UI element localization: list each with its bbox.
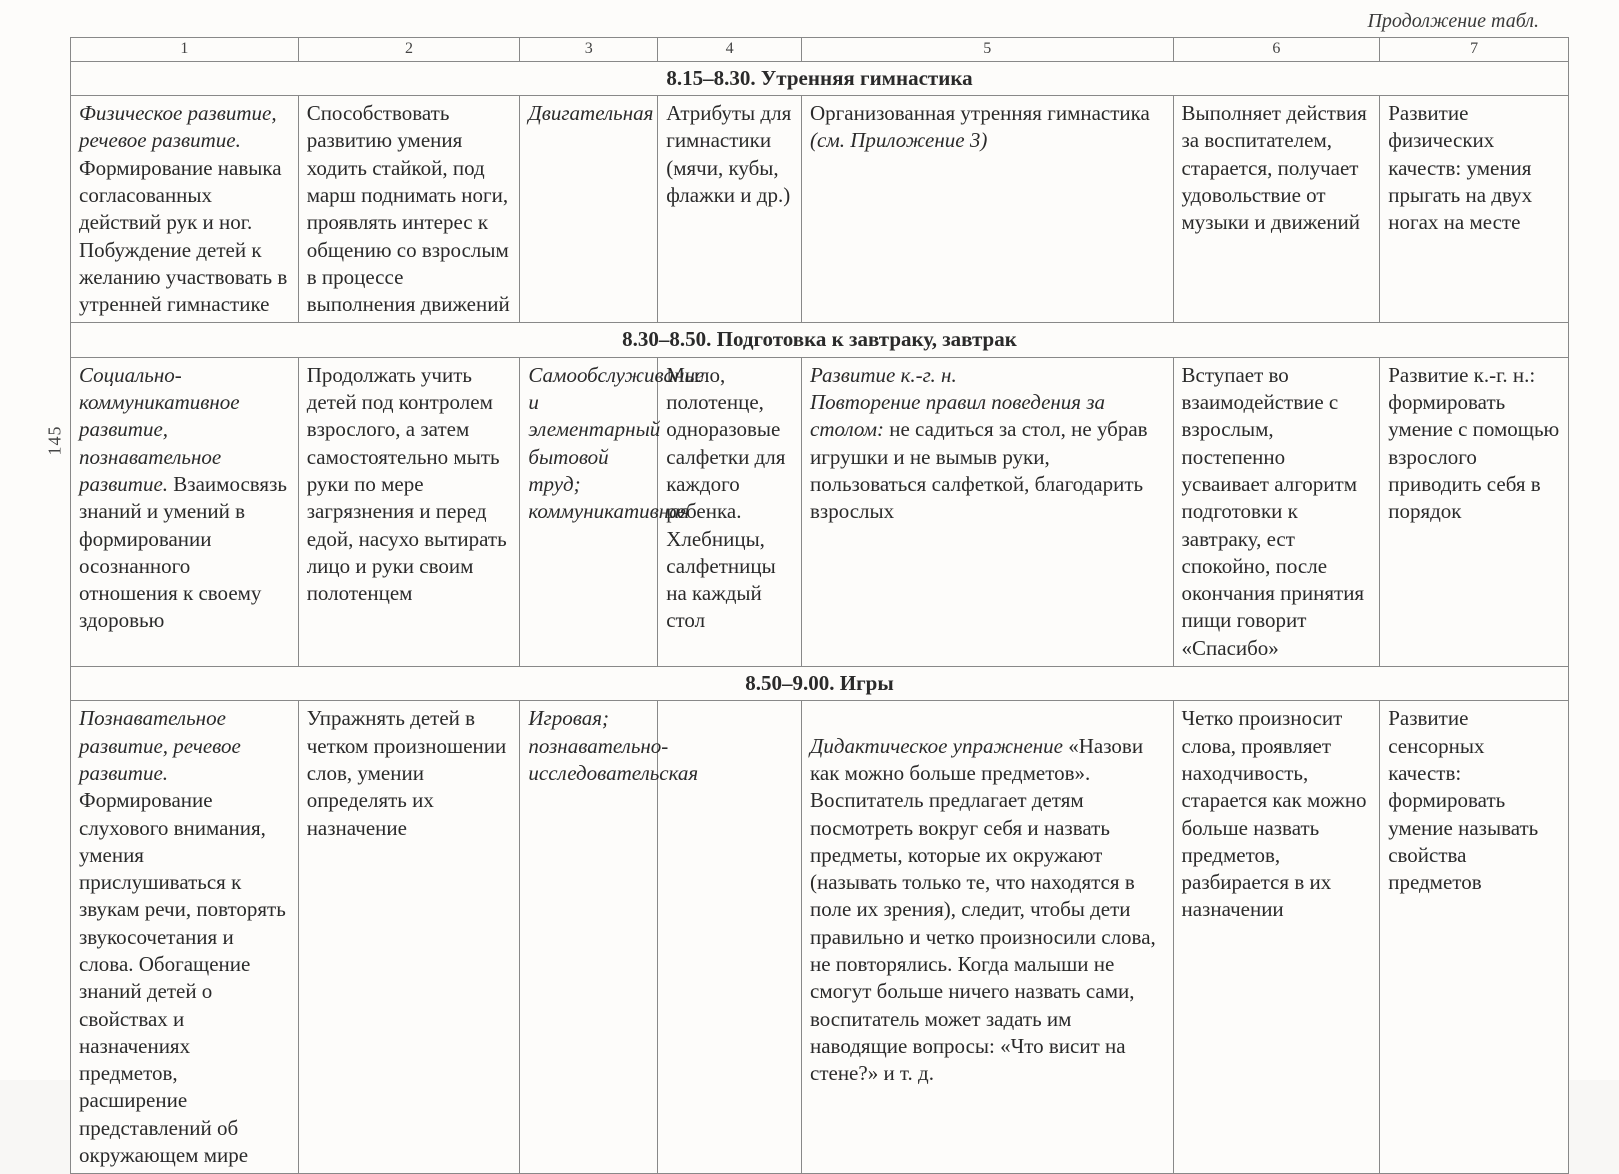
cell-c7: Развитие физических качеств: умения прыг… bbox=[1380, 96, 1569, 323]
schedule-table: 1 2 3 4 5 6 7 8.15–8.30. Утренняя гимнас… bbox=[70, 37, 1569, 1174]
cell-c1: Познавательное развитие, речевое развити… bbox=[71, 701, 299, 1174]
cell-c2: Способствовать развитию умения ходить ст… bbox=[298, 96, 520, 323]
section-title: 8.15–8.30. Утренняя гимнастика bbox=[71, 61, 1569, 95]
c1-rest-text: Формирование слухового внимания, умения … bbox=[79, 788, 286, 1167]
c5-italic1-text: Дидактическое упражнение bbox=[810, 734, 1063, 758]
cell-c3: Игровая; познавательно-исследовательская bbox=[520, 701, 658, 1174]
cell-c3: Самообслуживание и элементарный бытовой … bbox=[520, 357, 658, 666]
table-row: Физическое развитие, речевое развитие. Ф… bbox=[71, 96, 1569, 323]
cell-c4: Мыло, полотенце, одноразовые салфетки дл… bbox=[658, 357, 802, 666]
section-header-row: 8.50–9.00. Игры bbox=[71, 667, 1569, 701]
col-num-3: 3 bbox=[520, 38, 658, 62]
section-header-row: 8.30–8.50. Подготовка к завтраку, завтра… bbox=[71, 323, 1569, 357]
section-title: 8.50–9.00. Игры bbox=[71, 667, 1569, 701]
c1-italic-text: Физическое развитие, речевое развитие. bbox=[79, 101, 277, 152]
cell-c2: Продолжать учить детей под контролем взр… bbox=[298, 357, 520, 666]
c5-italic-text: (см. Приложение 3) bbox=[810, 128, 987, 152]
page-number: 145 bbox=[45, 426, 66, 456]
cell-c5: Организованная утренняя гимнастика (см. … bbox=[802, 96, 1174, 323]
c5-rest-text: «Назови как можно больше предметов». Вос… bbox=[810, 734, 1156, 1086]
col-num-7: 7 bbox=[1380, 38, 1569, 62]
cell-c5: Развитие к.-г. н. Повторение правил пове… bbox=[802, 357, 1174, 666]
col-num-5: 5 bbox=[802, 38, 1174, 62]
cell-c6: Четко произносит слова, проявляет находч… bbox=[1173, 701, 1380, 1174]
c3-italic-text: Двигательная bbox=[528, 101, 653, 125]
cell-c6: Выполняет действия за воспитателем, стар… bbox=[1173, 96, 1380, 323]
c5-pre-text: Организованная утренняя гимнастика bbox=[810, 101, 1150, 125]
continuation-label: Продолжение табл. bbox=[70, 10, 1539, 33]
document-page: Продолжение табл. 145 1 2 3 4 5 6 7 8.15… bbox=[0, 0, 1619, 1080]
col-num-1: 1 bbox=[71, 38, 299, 62]
cell-c3: Двигательная bbox=[520, 96, 658, 323]
col-num-6: 6 bbox=[1173, 38, 1380, 62]
c5-italic1-text: Развитие к.-г. н. bbox=[810, 363, 957, 387]
cell-c7: Развитие к.-г. н.: формировать умение с … bbox=[1380, 357, 1569, 666]
table-row: Социально-коммуникативное развитие, позн… bbox=[71, 357, 1569, 666]
cell-c1: Физическое развитие, речевое развитие. Ф… bbox=[71, 96, 299, 323]
table-row: Познавательное развитие, речевое развити… bbox=[71, 701, 1569, 1174]
section-title: 8.30–8.50. Подготовка к завтраку, завтра… bbox=[71, 323, 1569, 357]
col-num-2: 2 bbox=[298, 38, 520, 62]
c1-rest-text: Формирование навыка согласованных действ… bbox=[79, 156, 287, 316]
cell-c1: Социально-коммуникативное развитие, позн… bbox=[71, 357, 299, 666]
cell-c5: Дидактическое упражнение «Назови как мож… bbox=[802, 701, 1174, 1174]
cell-c7: Развитие сенсорных качеств: формировать … bbox=[1380, 701, 1569, 1174]
cell-c6: Вступает во взаимодействие с взрослым, п… bbox=[1173, 357, 1380, 666]
section-header-row: 8.15–8.30. Утренняя гимнастика bbox=[71, 61, 1569, 95]
column-number-row: 1 2 3 4 5 6 7 bbox=[71, 38, 1569, 62]
cell-c2: Упражнять детей в четком произношении сл… bbox=[298, 701, 520, 1174]
c1-rest-text: Взаимосвязь знаний и умений в формирован… bbox=[79, 472, 287, 632]
col-num-4: 4 bbox=[658, 38, 802, 62]
cell-c4: Атрибуты для гимнастики (мячи, кубы, фла… bbox=[658, 96, 802, 323]
c1-italic-text: Познавательное развитие, речевое развити… bbox=[79, 706, 241, 785]
